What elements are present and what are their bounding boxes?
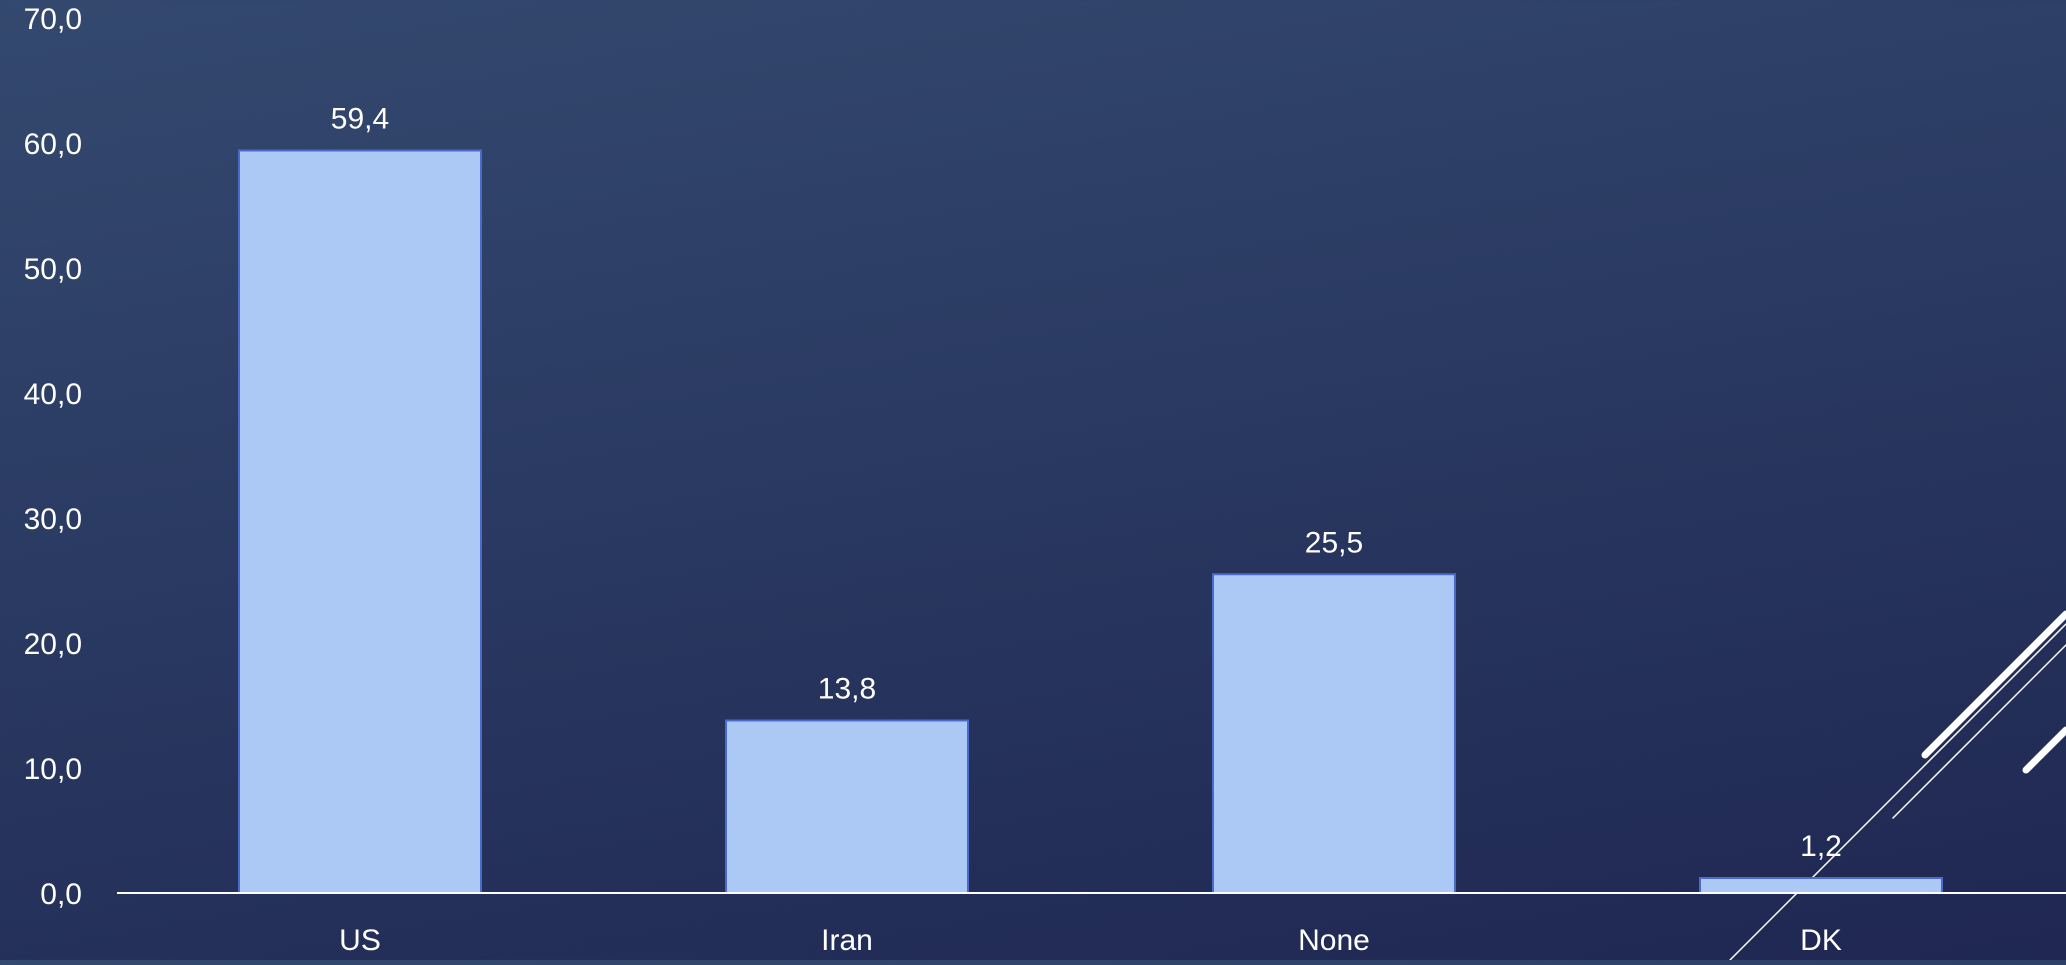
y-tick-label: 70,0 [24, 3, 82, 36]
data-label-none: 25,5 [1305, 526, 1363, 559]
decor-line-thick-upper [1921, 610, 2066, 759]
decorative-slash-lines [1729, 610, 2066, 961]
data-label-dk: 1,2 [1800, 830, 1842, 863]
y-tick-label: 50,0 [24, 253, 82, 286]
data-label-iran: 13,8 [818, 673, 876, 706]
y-tick-label: 30,0 [24, 503, 82, 536]
y-axis-tick-labels: 0,0 10,0 20,0 30,0 40,0 50,0 60,0 70,0 [24, 3, 82, 911]
y-tick-label: 60,0 [24, 128, 82, 161]
decor-line-mid [1892, 644, 2066, 819]
bar-us [238, 149, 482, 894]
x-axis-category-labels: US Iran None DK [339, 924, 1842, 957]
y-tick-label: 10,0 [24, 753, 82, 786]
y-tick-label: 0,0 [40, 878, 82, 911]
decor-line-thick-lower [2022, 726, 2066, 774]
data-labels: 59,4 13,8 25,5 1,2 [331, 103, 1842, 864]
bar-iran [725, 719, 969, 894]
y-tick-label: 40,0 [24, 378, 82, 411]
decor-line-long [1729, 623, 2066, 961]
bars [238, 149, 1943, 894]
x-tick-label-us: US [339, 924, 381, 957]
x-tick-label-dk: DK [1800, 924, 1842, 957]
data-label-us: 59,4 [331, 103, 389, 136]
x-tick-label-none: None [1298, 924, 1370, 957]
bar-dk [1699, 877, 1943, 894]
x-tick-label-iran: Iran [821, 924, 873, 957]
y-tick-label: 20,0 [24, 628, 82, 661]
bar-none [1212, 573, 1456, 894]
